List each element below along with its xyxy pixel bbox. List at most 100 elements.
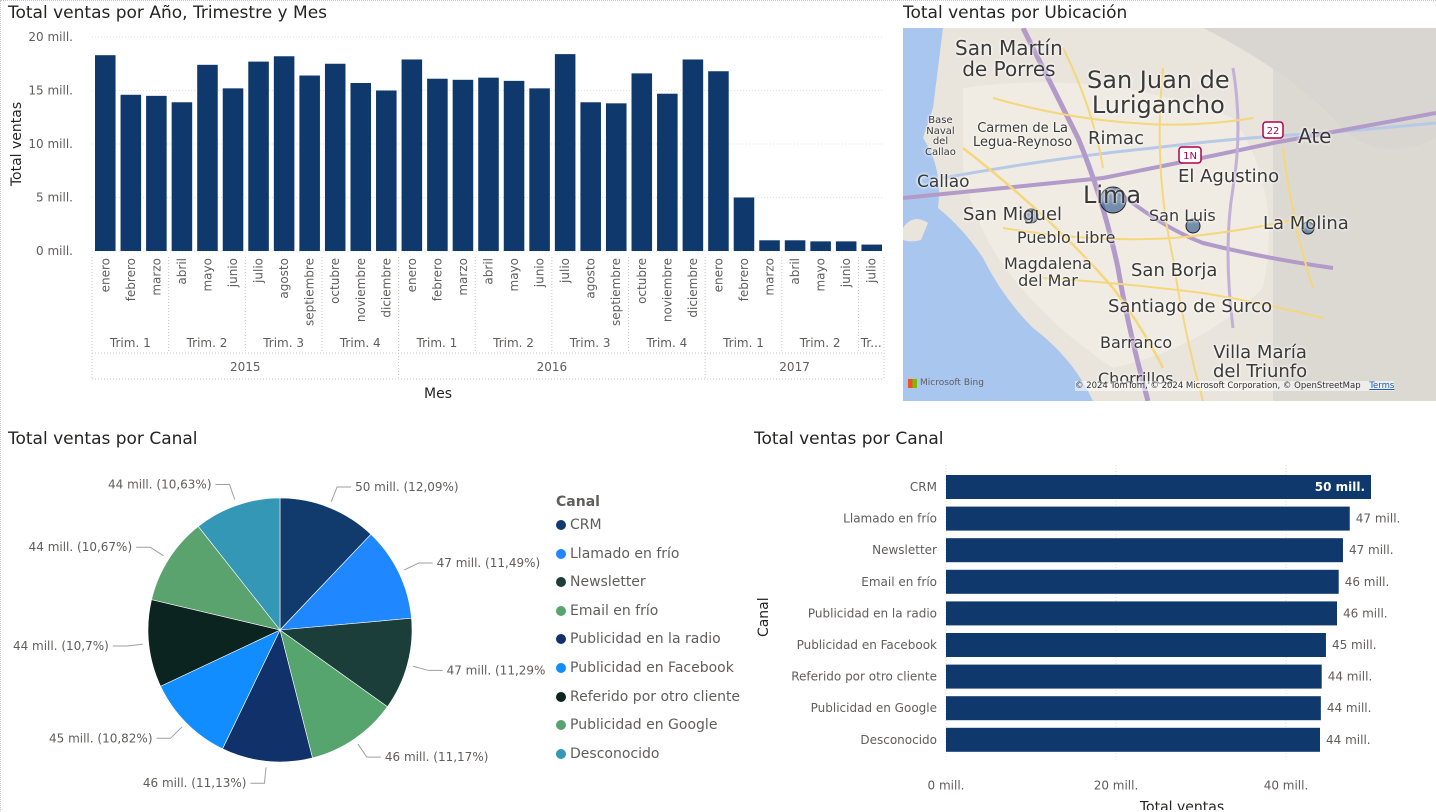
column-bar[interactable]	[810, 241, 831, 251]
pie-data-label: 44 mill. (10,67%)	[29, 540, 133, 554]
column-bar[interactable]	[478, 77, 499, 251]
legend-dot-icon	[556, 605, 566, 616]
legend-label: CRM	[570, 517, 602, 533]
column-bar[interactable]	[401, 59, 423, 251]
legend-dot-icon	[556, 663, 566, 673]
column-bar[interactable]	[503, 80, 525, 251]
column-bar[interactable]	[733, 197, 755, 252]
y-tick-label: Desconocido	[860, 733, 937, 747]
highway-shield-22: 22	[1262, 121, 1284, 139]
column-bar[interactable]	[605, 103, 627, 251]
legend-item[interactable]: Desconocido	[556, 746, 659, 762]
horizontal-bar-chart: 0 mill. 20 mill. 40 mill. CRM 50 mill. Llamad…	[756, 465, 1400, 810]
pie-slice[interactable]	[279, 629, 388, 759]
hbar-bar[interactable]	[946, 475, 1371, 499]
column-bar[interactable]	[376, 90, 397, 252]
legend-item[interactable]: Referido por otro cliente	[556, 689, 740, 705]
map-copyright[interactable]: © 2024 TomTom, © 2024 Microsoft Corporat…	[1075, 381, 1361, 391]
column-bar[interactable]	[299, 75, 320, 251]
year-label: 2015	[230, 360, 261, 374]
pie-data-label: 44 mill. (10,63%)	[108, 478, 212, 492]
x-tick-label: septiembre	[609, 258, 623, 326]
pie-data-label: 47 mill. (11,29%)	[447, 663, 545, 677]
quarter-label: Trim. 3	[569, 336, 611, 350]
legend-item[interactable]: CRM	[556, 517, 602, 533]
y-tick-label: Email en frío	[861, 575, 937, 589]
hbar-bar[interactable]	[946, 664, 1322, 689]
hbar-data-label: 45 mill.	[1332, 638, 1377, 652]
hbar-data-label: 46 mill.	[1343, 606, 1388, 620]
quarter-label: Trim. 1	[416, 336, 458, 350]
legend-label: Publicidad en la radio	[570, 631, 721, 648]
legend-label: Newsletter	[570, 574, 646, 591]
svg-text:1N: 1N	[1183, 151, 1197, 162]
y-tick-label: Publicidad en Facebook	[797, 638, 937, 652]
column-bar[interactable]	[146, 95, 167, 251]
column-bar[interactable]	[452, 79, 474, 251]
legend-item[interactable]: Publicidad en Facebook	[556, 660, 734, 676]
column-bar[interactable]	[835, 241, 857, 251]
column-bar[interactable]	[95, 55, 116, 251]
hbar-bar[interactable]	[946, 569, 1339, 594]
pie-slice[interactable]	[147, 599, 281, 687]
column-bar[interactable]	[759, 240, 780, 251]
column-bar[interactable]	[631, 73, 653, 251]
location-map[interactable]: 22 1N San Martín de Porres San Juan de Lu…	[903, 28, 1436, 401]
x-tick-label: octubre	[635, 258, 649, 304]
column-bar[interactable]	[682, 59, 704, 251]
hbar-bar[interactable]	[946, 506, 1350, 531]
map-place-label: Magdalena del Mar	[1004, 254, 1092, 290]
x-tick-label: 40 mill.	[1264, 778, 1309, 792]
column-bar[interactable]	[248, 61, 269, 251]
pie-slice[interactable]	[160, 629, 281, 750]
column-bar[interactable]	[580, 102, 601, 252]
hbar-bar[interactable]	[946, 601, 1337, 626]
hbar-bar[interactable]	[946, 633, 1326, 657]
legend-item[interactable]: Publicidad en la radio	[556, 631, 721, 647]
bing-logo: Microsoft Bing	[908, 378, 984, 388]
pie-slice[interactable]	[151, 525, 281, 631]
column-bar[interactable]	[427, 78, 448, 251]
hbar-bar[interactable]	[946, 696, 1321, 721]
pie-slice[interactable]	[279, 533, 412, 631]
pie-legend-title: Canal	[556, 494, 600, 510]
column-bar[interactable]	[554, 54, 576, 252]
hbar-data-label: 47 mill.	[1349, 543, 1394, 557]
quarter-label: Trim. 3	[262, 336, 304, 350]
map-place-label: Lima	[1083, 181, 1142, 209]
column-bar[interactable]	[273, 56, 295, 251]
column-bar[interactable]	[529, 88, 550, 251]
column-bar[interactable]	[120, 94, 142, 251]
map-bubble-san-luis	[1185, 218, 1201, 234]
bing-logo-icon	[908, 378, 917, 388]
pie-slice[interactable]	[279, 497, 372, 631]
column-bar[interactable]	[222, 88, 244, 251]
x-axis-label: Total ventas	[1139, 799, 1224, 810]
column-bar[interactable]	[861, 244, 882, 251]
column-bar[interactable]	[324, 63, 346, 251]
pie-data-label: 46 mill. (11,13%)	[143, 776, 247, 790]
column-bar[interactable]	[197, 64, 218, 251]
column-bar[interactable]	[350, 83, 372, 251]
map-terms-link[interactable]: Terms	[1369, 381, 1395, 391]
column-bar[interactable]	[657, 93, 678, 252]
legend-item[interactable]: Newsletter	[556, 574, 646, 590]
svg-text:22: 22	[1267, 126, 1280, 137]
quarter-label: Trim. 2	[799, 336, 841, 350]
legend-item[interactable]: Publicidad en Google	[556, 717, 717, 733]
hbar-bar[interactable]	[946, 538, 1343, 563]
map-place-label: San Borja	[1131, 260, 1218, 281]
legend-item[interactable]: Email en frío	[556, 603, 658, 619]
column-bar[interactable]	[171, 102, 193, 252]
legend-dot-icon	[556, 691, 566, 702]
legend-label: Desconocido	[570, 745, 660, 762]
x-tick-label: junio	[533, 258, 547, 288]
column-bar[interactable]	[784, 240, 806, 251]
pie-slice[interactable]	[279, 617, 413, 708]
hbar-bar[interactable]	[946, 727, 1320, 752]
pie-slice[interactable]	[197, 497, 281, 631]
map-background: 22 1N	[903, 28, 1436, 401]
legend-item[interactable]: Llamado en frío	[556, 546, 679, 562]
column-bar[interactable]	[708, 71, 729, 251]
pie-slice[interactable]	[222, 629, 313, 763]
